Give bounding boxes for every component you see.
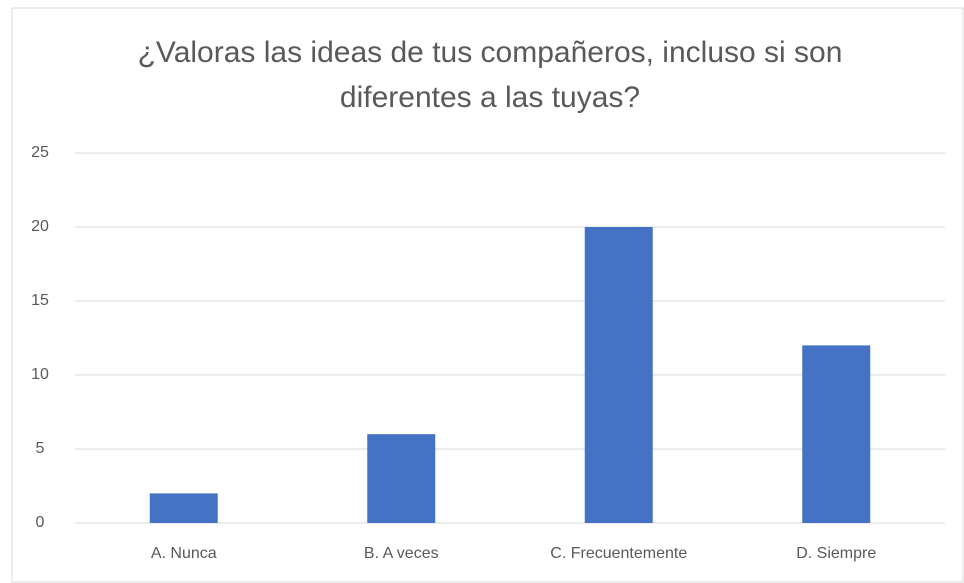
y-tick-label: 5: [36, 440, 45, 457]
bar: [149, 493, 218, 523]
bar: [367, 434, 436, 523]
bar: [802, 345, 871, 523]
y-tick-label: 25: [31, 144, 49, 161]
x-tick-label: D. Siempre: [796, 545, 876, 562]
chart-title: ¿Valoras las ideas de tus compañeros, in…: [137, 36, 843, 114]
bar: [584, 227, 653, 523]
y-tick-label: 15: [31, 292, 49, 309]
y-tick-label: 0: [36, 514, 45, 531]
y-tick-label: 20: [31, 218, 49, 235]
chart-frame: [11, 7, 964, 583]
x-tick-label: A. Nunca: [151, 545, 217, 562]
y-tick-label: 10: [31, 366, 49, 383]
x-tick-label: C. Frecuentemente: [550, 545, 687, 562]
x-tick-label: B. A veces: [364, 545, 439, 562]
